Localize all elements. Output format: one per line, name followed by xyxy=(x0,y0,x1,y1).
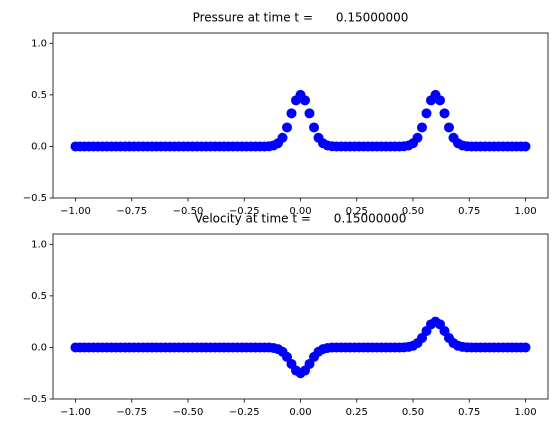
axes-frame xyxy=(52,32,549,199)
points xyxy=(70,316,531,379)
y-tick-label: 0.0 xyxy=(31,342,47,353)
x-tick-label: −0.25 xyxy=(229,407,260,418)
x-tick-label: 0.00 xyxy=(289,407,311,418)
chart-title: Velocity at time t = 0.15000000 xyxy=(195,212,407,226)
point xyxy=(300,95,310,106)
x-tick-label: −0.50 xyxy=(173,206,204,217)
y-tick-label: 0.5 xyxy=(31,291,47,302)
x-tick-label: −0.75 xyxy=(116,206,147,217)
x-tick-label: 1.00 xyxy=(514,206,536,217)
x-tick-label: −0.50 xyxy=(173,407,204,418)
y-tick-label: 0.0 xyxy=(31,141,47,152)
x-tick-label: 0.25 xyxy=(346,407,368,418)
points xyxy=(70,89,531,152)
x-tick-label: −0.25 xyxy=(229,206,260,217)
x-tick-label: −1.00 xyxy=(60,407,91,418)
x-tick-label: −0.75 xyxy=(116,407,147,418)
x-tick-label: 0.75 xyxy=(458,206,480,217)
point xyxy=(282,122,292,133)
y-tick-label: −0.5 xyxy=(23,193,47,204)
subplot: −1.00 −0.75 −0.50 −0.25 0.00 0.25 0.50 0.75 1.00… xyxy=(23,212,549,418)
point xyxy=(520,141,531,152)
x-tick-label: 0.25 xyxy=(346,206,368,217)
x-tick-label: −1.00 xyxy=(60,206,91,217)
point xyxy=(412,132,423,143)
point xyxy=(304,108,315,119)
x-tick-label: 1.00 xyxy=(514,407,536,418)
x-tick-label: 0.50 xyxy=(402,407,424,418)
x-tick-label: 0.50 xyxy=(402,206,424,217)
x-tick-label: 0.75 xyxy=(458,407,480,418)
x-tick-label: 0.00 xyxy=(289,206,311,217)
y-tick-label: −0.5 xyxy=(23,394,47,405)
point xyxy=(520,342,531,353)
point xyxy=(439,108,450,119)
y-tick-label: 1.0 xyxy=(31,239,47,250)
point xyxy=(286,108,297,119)
point xyxy=(435,95,445,106)
point xyxy=(277,132,288,143)
point xyxy=(309,122,319,133)
point xyxy=(444,122,454,133)
point xyxy=(417,122,427,133)
subplot: −1.00 −0.75 −0.50 −0.25 0.00 0.25 0.50 0.75 1.00… xyxy=(23,11,549,217)
y-tick-label: 0.5 xyxy=(31,90,47,101)
chart-title: Pressure at time t = 0.15000000 xyxy=(193,11,409,25)
y-tick-label: 1.0 xyxy=(31,38,47,49)
point xyxy=(421,108,432,119)
